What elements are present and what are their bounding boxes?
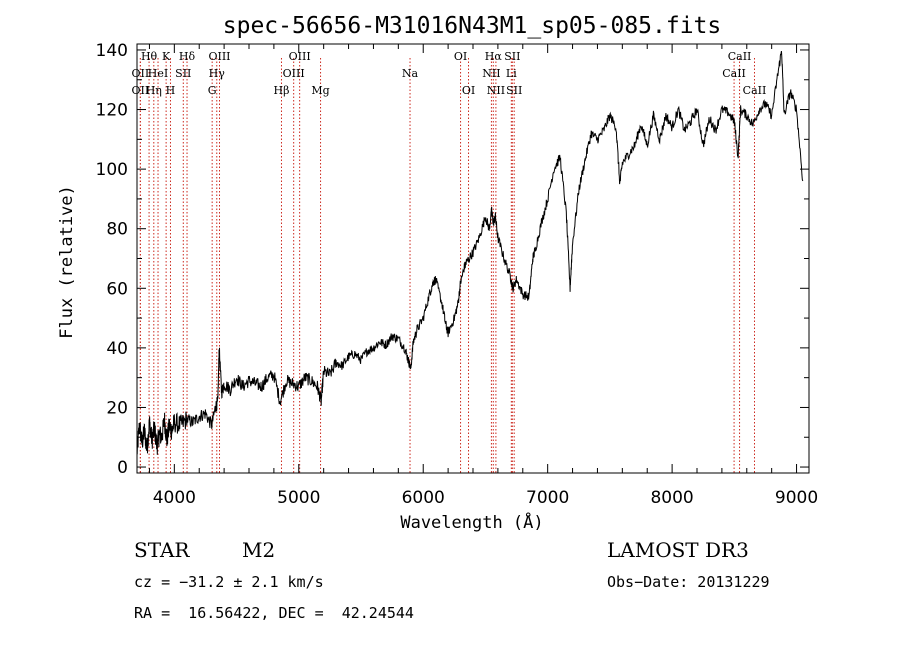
x-axis: 4000 5000 6000 7000 8000 9000 xyxy=(148,44,818,508)
emission-line-label: SII xyxy=(175,67,191,80)
y-axis-label: Flux (relative) xyxy=(57,185,77,339)
emission-line-label: OIII xyxy=(283,67,305,80)
emission-line-label: Hη xyxy=(146,84,162,97)
y-tick-label: 40 xyxy=(106,339,128,359)
y-tick-label: 20 xyxy=(106,398,128,418)
emission-line-label: Na xyxy=(402,67,419,80)
emission-line-label: Hθ xyxy=(141,50,158,63)
emission-line-label: G xyxy=(208,84,217,97)
survey-name: LAMOST DR3 xyxy=(607,538,749,562)
emission-line-label: Hβ xyxy=(274,84,290,97)
observation-date: Obs−Date: 20131229 xyxy=(607,573,770,591)
emission-line-label: Hα xyxy=(485,50,503,63)
emission-line-label: OII xyxy=(132,67,150,80)
emission-line-label: K xyxy=(162,50,171,63)
object-subclass: M2 xyxy=(242,538,276,562)
y-tick-label: 120 xyxy=(96,101,128,121)
emission-line-label: OI xyxy=(462,84,475,97)
chart-title: spec-56656-M31016N43M1_sp05-085.fits xyxy=(223,13,722,39)
emission-line-label: CaII xyxy=(728,50,752,63)
plot-frame xyxy=(136,43,810,474)
emission-line-label: HeI xyxy=(148,67,168,80)
x-tick-label: 9000 xyxy=(775,488,818,508)
emission-line-label: Mg xyxy=(311,84,329,97)
redshift-cz: cz = −31.2 ± 2.1 km/s xyxy=(134,573,324,591)
emission-line-label: H xyxy=(166,84,176,97)
object-class: STAR xyxy=(134,538,190,562)
spectrum-line xyxy=(136,51,804,455)
x-tick-label: 7000 xyxy=(526,488,569,508)
x-tick-label: 5000 xyxy=(277,488,320,508)
y-axis: 0 20 40 60 80 100 120 140 xyxy=(96,41,809,478)
emission-line-label: Hδ xyxy=(179,50,196,63)
emission-line-label: NII xyxy=(482,67,500,80)
emission-line-labels: OII OII Hθ Hη HeI K H SII Hδ G Hγ OIII Hβ OIII OIII Mg N… xyxy=(132,50,767,97)
emission-line-label: OII xyxy=(132,84,150,97)
emission-line-label: NII xyxy=(487,84,505,97)
emission-line-label: SII xyxy=(506,84,522,97)
y-tick-label: 140 xyxy=(96,41,128,61)
emission-line-label: Li xyxy=(506,67,517,80)
x-tick-label: 8000 xyxy=(650,488,693,508)
emission-line-label: OI xyxy=(454,50,467,63)
emission-line-markers xyxy=(139,58,755,473)
y-tick-label: 80 xyxy=(106,220,128,240)
emission-line-label: CaII xyxy=(722,67,746,80)
y-tick-label: 60 xyxy=(106,279,128,299)
y-tick-label: 100 xyxy=(96,160,128,180)
x-tick-label: 4000 xyxy=(153,488,196,508)
y-tick-label: 0 xyxy=(117,458,128,478)
x-tick-label: 6000 xyxy=(402,488,445,508)
x-axis-label: Wavelength (Å) xyxy=(400,511,543,533)
coordinates: RA = 16.56422, DEC = 42.24544 xyxy=(134,604,414,622)
emission-line-label: OIII xyxy=(208,50,230,63)
emission-line-label: OIII xyxy=(289,50,311,63)
emission-line-label: Hγ xyxy=(209,67,226,80)
emission-line-label: SII xyxy=(504,50,520,63)
emission-line-label: CaII xyxy=(743,84,767,97)
